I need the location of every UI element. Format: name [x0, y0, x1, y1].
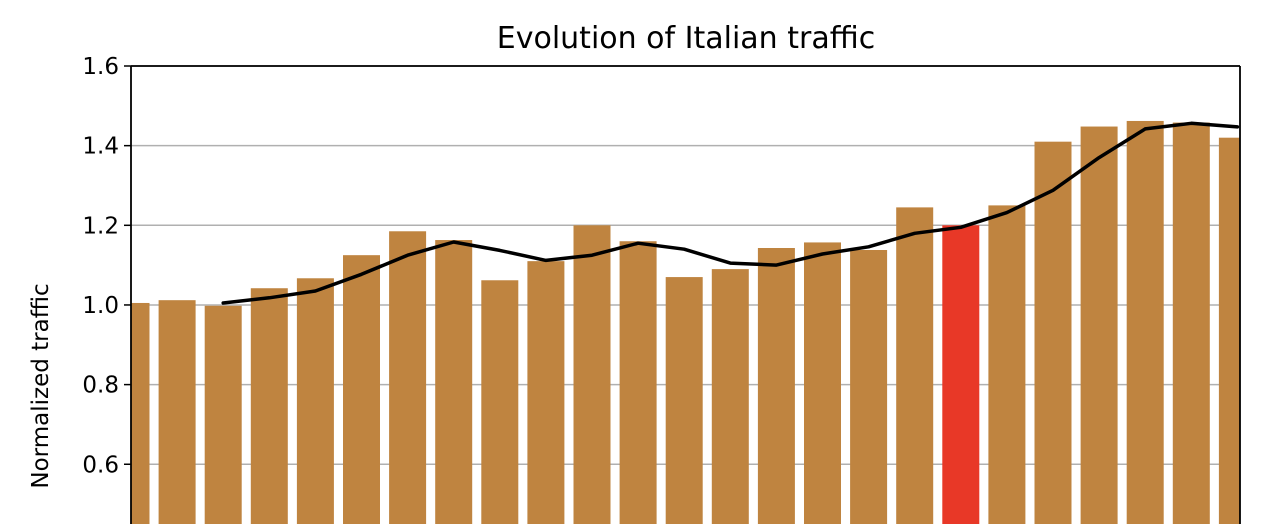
- bar-9: [527, 261, 565, 524]
- bar-20: [1034, 141, 1072, 524]
- bar-1: [158, 300, 196, 524]
- bar-24: [1218, 137, 1240, 524]
- bar-13: [711, 269, 749, 524]
- bar-21: [1080, 126, 1118, 524]
- trend-line-0: [221, 121, 1240, 305]
- bar-highlight: [942, 225, 980, 524]
- bar-7: [435, 240, 473, 524]
- bar-4: [296, 278, 334, 524]
- axes-frame: [130, 65, 1241, 524]
- y-ticks: 0.6 0.8 1.0 1.2 1.4 1.6: [82, 54, 131, 478]
- bar-14: [757, 248, 795, 524]
- bar-5: [343, 255, 380, 524]
- bar-8: [481, 280, 519, 524]
- bar-16: [850, 249, 888, 524]
- bar-22: [1126, 120, 1164, 524]
- y-tick-label-0: 0.6: [82, 452, 119, 478]
- bar-10: [573, 225, 611, 524]
- bar-17: [896, 207, 934, 524]
- chart-title: Evolution of Italian traffic: [497, 21, 875, 56]
- bar-11: [619, 241, 657, 524]
- bar-23: [1172, 122, 1210, 524]
- y-tick-label-4: 1.4: [82, 134, 119, 160]
- bars-group: [131, 120, 1240, 524]
- bar-2: [204, 305, 242, 524]
- y-tick-label-2: 1.0: [82, 293, 119, 319]
- y-tick-label-1: 0.8: [82, 373, 119, 399]
- bar-19: [988, 205, 1026, 524]
- bar-3: [250, 288, 288, 524]
- bar-0: [131, 302, 150, 524]
- y-tick-label-3: 1.2: [82, 213, 119, 239]
- trend-line-group: [221, 121, 1240, 305]
- bar-12: [665, 277, 703, 524]
- bar-6: [389, 231, 427, 524]
- y-axis-label: Normalized traffic: [28, 283, 54, 488]
- bar-15: [804, 242, 841, 524]
- y-tick-label-5: 1.6: [82, 54, 119, 80]
